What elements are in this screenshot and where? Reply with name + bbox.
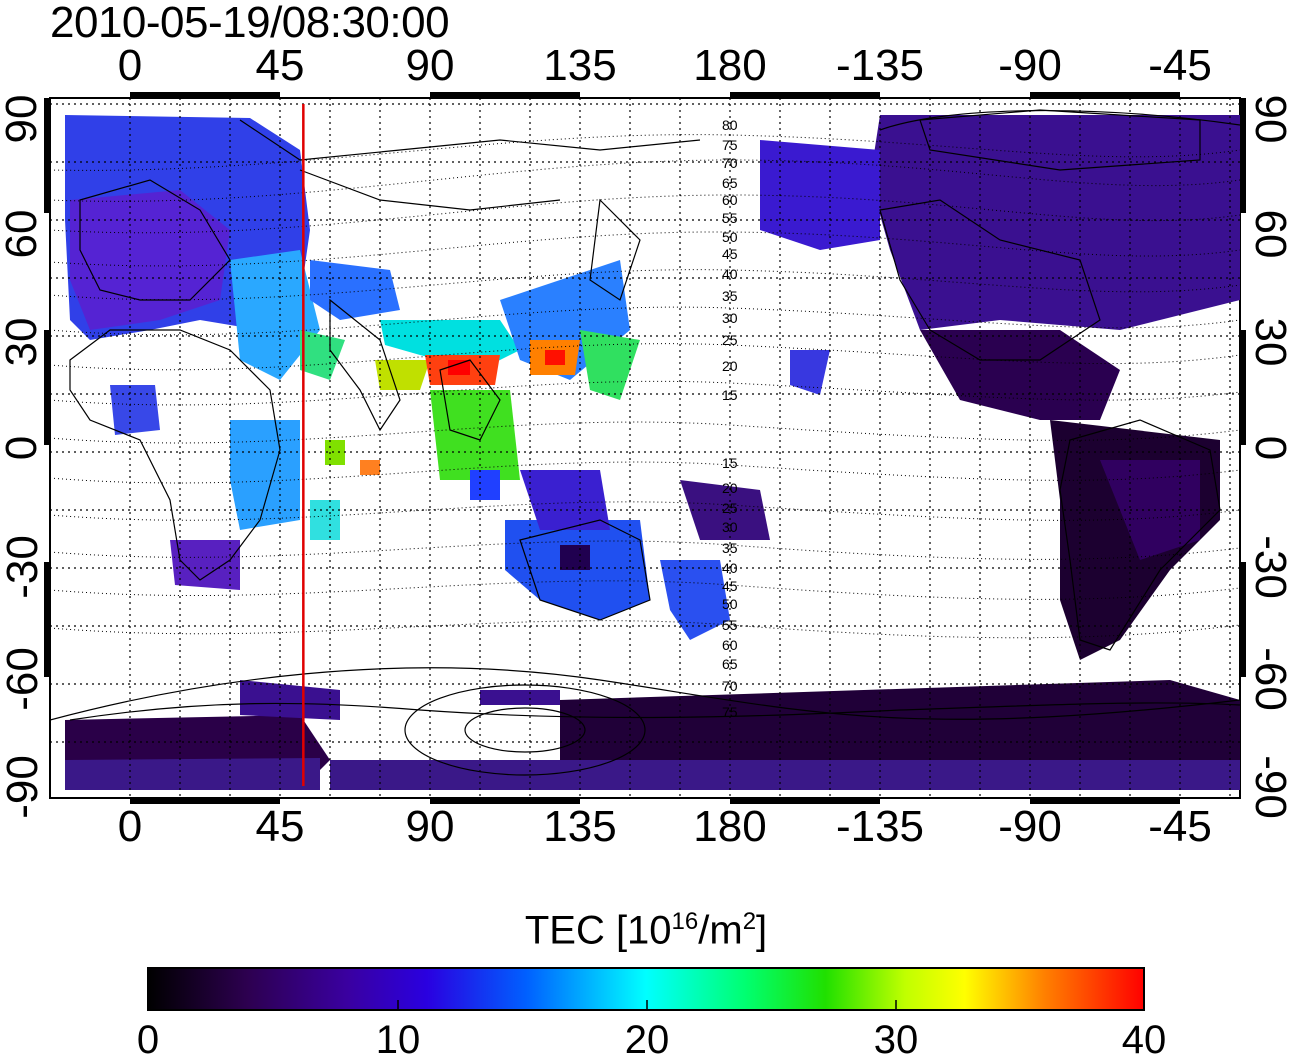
top-lon-tick: 45 (255, 41, 305, 90)
top-lon-tick: -135 (835, 41, 925, 90)
contour-label: 60 (722, 192, 738, 208)
colorbar-tick-label: 40 (1121, 1018, 1167, 1062)
bottom-lon-tick: 180 (693, 802, 767, 851)
contour-label: 70 (722, 678, 738, 694)
contour-label: 25 (722, 332, 738, 348)
contour-label: 30 (722, 519, 738, 535)
contour-label: 15 (722, 387, 738, 403)
contour-label: 65 (722, 656, 738, 672)
bottom-lon-tick: -45 (1148, 802, 1212, 851)
top-lon-tick: -90 (998, 41, 1062, 90)
bottom-lon-tick: 90 (405, 802, 455, 851)
map-title: 2010-05-19/08:30:00 (50, 0, 450, 47)
tec-region-middle-east (230, 250, 320, 380)
colorbar-label: TEC [1016/m2] (0, 908, 1292, 953)
colorbar-label-unit: /m (698, 908, 743, 953)
bottom-lon-tick: 0 (117, 802, 143, 851)
contour-label: 65 (722, 175, 738, 191)
colorbar-label-exponent-2: 2 (742, 908, 757, 935)
bottom-lon-tick: 45 (255, 802, 305, 851)
colorbar-label-close: ] (756, 908, 768, 953)
colorbar-label-exponent: 16 (671, 908, 699, 935)
top-lon-tick: 0 (117, 41, 143, 90)
contour-label: 20 (722, 358, 738, 374)
colorbar-tick-label: 10 (375, 1018, 421, 1062)
contour-label: 55 (722, 210, 738, 226)
bottom-lon-tick: -135 (835, 802, 925, 851)
contour-label: 20 (722, 480, 738, 496)
colorbar-tick-label: 30 (873, 1018, 919, 1062)
colorbar-ticks (397, 1000, 897, 1010)
contour-label: 35 (722, 288, 738, 304)
contour-label: 45 (722, 246, 738, 262)
contour-label: 50 (722, 229, 738, 245)
colorbar-label-text: TEC [10 (524, 908, 672, 953)
bottom-lon-tick: 135 (543, 802, 617, 851)
contour-label: 60 (722, 637, 738, 653)
top-lon-tick: 135 (543, 41, 617, 90)
tec-region-north-america (870, 115, 1240, 330)
top-lon-tick: 180 (693, 41, 767, 90)
contour-label: 70 (722, 155, 738, 171)
colorbar-tick-label: 0 (136, 1018, 160, 1062)
tec-data-patches (65, 115, 1240, 790)
contour-label: 55 (722, 617, 738, 633)
map-border-scale (44, 92, 1246, 804)
colorbar-tick-label: 20 (624, 1018, 670, 1062)
contour-label: 40 (722, 560, 738, 576)
bottom-lon-tick: -90 (998, 802, 1062, 851)
tec-region-se-asia (430, 390, 520, 480)
contour-label: 40 (722, 266, 738, 282)
magnetic-contours (50, 134, 1240, 639)
contour-label: 80 (722, 117, 738, 133)
contour-label: 25 (722, 500, 738, 516)
coastlines (69, 109, 1240, 721)
contour-label: 75 (722, 137, 738, 153)
contour-label: 75 (722, 704, 738, 720)
colorbar (147, 967, 1145, 1011)
contour-label: 50 (722, 596, 738, 612)
top-lon-tick: 90 (405, 41, 455, 90)
top-lon-tick: -45 (1148, 41, 1212, 90)
contour-label: 30 (722, 310, 738, 326)
contour-label: 15 (722, 455, 738, 471)
contour-label: 35 (722, 540, 738, 556)
contour-label: 45 (722, 578, 738, 594)
